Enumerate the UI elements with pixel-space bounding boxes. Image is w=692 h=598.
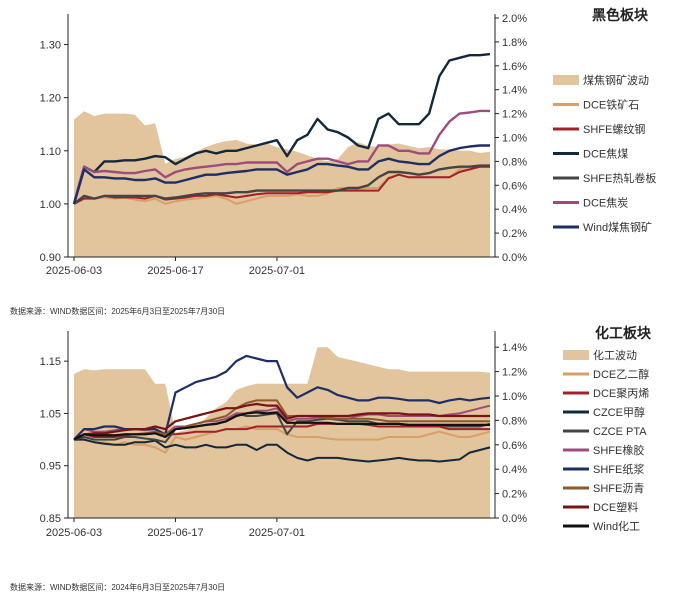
- y-tick-label: 1.15: [40, 356, 61, 368]
- y2-tick-label: 1.2%: [502, 109, 527, 121]
- y-tick-label: 1.30: [40, 40, 61, 52]
- legend-label: CZCE PTA: [593, 426, 647, 438]
- y2-tick-label: 1.2%: [502, 367, 527, 379]
- x-tick-label: 2025-06-03: [46, 265, 102, 277]
- black-sector-chart: 0.90 1.00 1.10 1.20 1.30 0.0% 0.2% 0.4% 0.6% 0.8%…: [10, 7, 656, 316]
- volatility-area: [74, 111, 490, 257]
- series-line: [72, 52, 491, 205]
- source-note: 数据来源：WIND数据区间：2024年6月3日至2025年7月30日: [10, 582, 225, 592]
- legend-label: CZCE甲醇: [593, 405, 645, 419]
- y-tick-label: 0.90: [40, 252, 61, 264]
- series-line: [73, 165, 490, 205]
- y2-tick-label: 0.8%: [502, 415, 527, 427]
- series-line: [72, 109, 490, 205]
- legend-label: Wind化工: [593, 519, 640, 533]
- series-line: [73, 164, 490, 205]
- legend-label: SHFE橡胶: [593, 443, 644, 457]
- legend-label: Wind煤焦钢矿: [583, 221, 652, 234]
- y2-tick-label: 0.6%: [502, 180, 527, 192]
- legend-label: DCE焦煤: [583, 148, 628, 161]
- y2-tick-label: 0.0%: [502, 513, 527, 525]
- legend-label: SHFE热轧卷板: [583, 171, 656, 185]
- y2-tick-label: 1.0%: [502, 133, 527, 145]
- y2-tick-label: 0.4%: [502, 464, 527, 476]
- legend-label: SHFE沥青: [593, 482, 644, 495]
- y2-tick-label: 1.4%: [502, 342, 527, 354]
- y-tick-label: 0.95: [40, 461, 61, 473]
- y2-tick-label: 1.4%: [502, 85, 527, 97]
- y-tick-label: 1.10: [40, 146, 61, 158]
- legend-label: 煤焦钢矿波动: [583, 74, 649, 87]
- legend-label: DCE聚丙烯: [593, 387, 649, 400]
- legend-label: DCE焦炭: [583, 197, 628, 210]
- y2-tick-label: 1.8%: [502, 37, 527, 49]
- series-line: [73, 411, 490, 441]
- series-line: [74, 425, 491, 454]
- chart-title: 黑色板块: [592, 7, 649, 23]
- y-tick-label: 1.20: [40, 93, 61, 105]
- legend-label: DCE塑料: [593, 500, 638, 514]
- legend-label: DCE铁矿石: [583, 99, 639, 112]
- legend-label: DCE乙二醇: [593, 367, 649, 381]
- x-tick-label: 2025-07-01: [249, 265, 305, 277]
- x-tick-label: 2025-06-17: [147, 265, 203, 277]
- y2-tick-label: 1.0%: [502, 391, 527, 403]
- series-line: [72, 144, 490, 205]
- chart-title: 化工板块: [595, 325, 652, 341]
- legend-label: SHFE纸浆: [593, 462, 644, 476]
- y-tick-label: 0.85: [40, 513, 61, 525]
- legend-swatch: [563, 350, 589, 360]
- x-tick-label: 2025-07-01: [249, 527, 305, 539]
- y2-tick-label: 0.0%: [502, 252, 527, 264]
- y2-tick-label: 0.2%: [502, 489, 527, 501]
- y2-tick-label: 0.6%: [502, 440, 527, 452]
- legend-label: SHFE螺纹钢: [583, 122, 645, 136]
- y2-tick-label: 0.8%: [502, 156, 527, 168]
- y2-tick-label: 0.4%: [502, 204, 527, 216]
- y-tick-label: 1.05: [40, 408, 61, 420]
- y2-tick-label: 2.0%: [502, 13, 527, 25]
- series-line: [73, 402, 490, 441]
- legend-swatch: [553, 75, 579, 85]
- x-tick-label: 2025-06-17: [147, 527, 203, 539]
- y2-tick-label: 0.2%: [502, 228, 527, 240]
- series-line: [74, 438, 491, 463]
- legend-label: 化工波动: [593, 348, 637, 362]
- y2-tick-label: 1.6%: [502, 61, 527, 73]
- x-tick-label: 2025-06-03: [46, 527, 102, 539]
- y-tick-label: 1.00: [40, 199, 61, 211]
- source-note: 数据来源：WIND数据区间：2025年6月3日至2025年7月30日: [10, 306, 225, 316]
- chemical-sector-chart: 0.85 0.95 1.05 1.15 0.0% 0.2% 0.4% 0.6% 0.8% 1.0%…: [10, 325, 652, 592]
